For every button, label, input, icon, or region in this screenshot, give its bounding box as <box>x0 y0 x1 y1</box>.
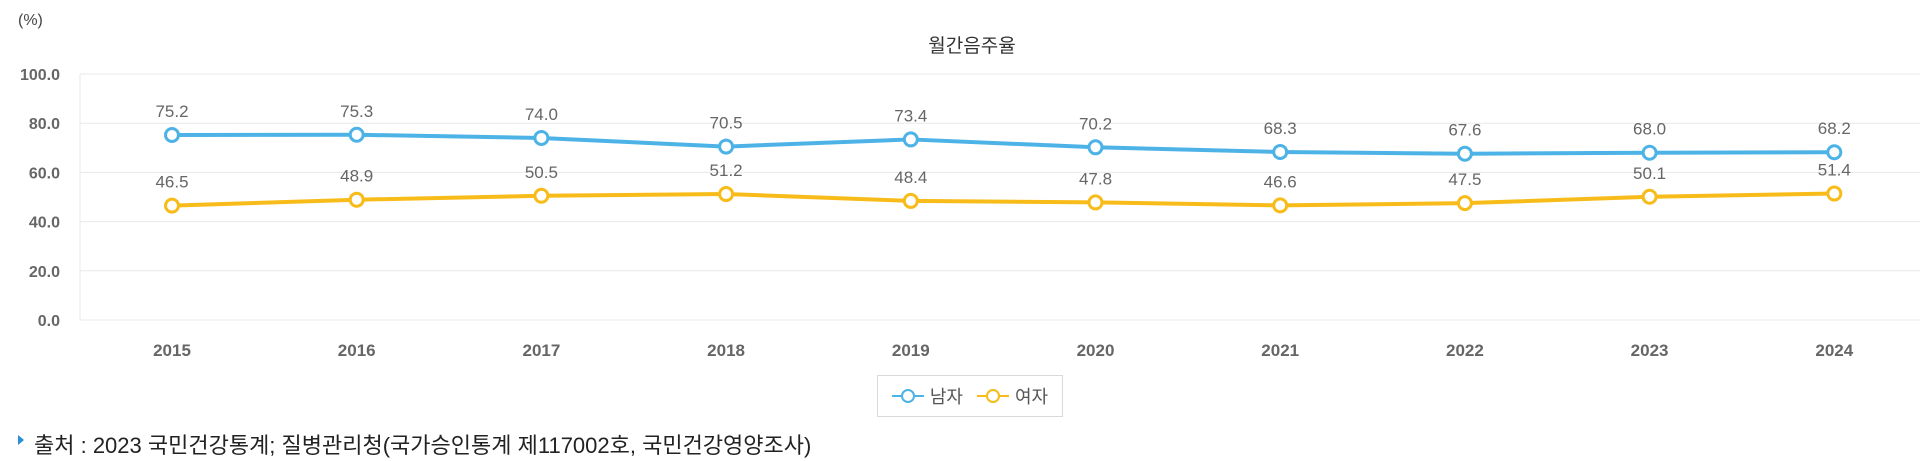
data-point-female <box>533 187 550 204</box>
legend-marker-female <box>977 389 1009 403</box>
data-label-female: 50.5 <box>525 163 558 182</box>
data-point-male <box>348 126 365 143</box>
y-unit-label: (%) <box>18 12 43 29</box>
x-tick-label: 2020 <box>1077 341 1115 360</box>
legend-label-male: 남자 <box>929 387 963 407</box>
data-label-female: 51.2 <box>710 161 743 180</box>
x-tick-label: 2022 <box>1446 341 1484 360</box>
series-line-female <box>170 191 1837 208</box>
data-label-female: 46.5 <box>155 173 188 192</box>
data-label-male: 70.5 <box>710 114 743 133</box>
data-point-female <box>1456 195 1473 212</box>
data-point-male <box>164 127 180 144</box>
x-tick-label: 2023 <box>1631 341 1669 360</box>
x-axis-ticks: 2015 2016 2017 2018 2019 2020 2021 2022 2023 2024 <box>153 341 1854 360</box>
data-point-male <box>1826 144 1843 161</box>
data-point-male <box>1456 145 1473 162</box>
data-point-female <box>1641 188 1658 205</box>
x-tick-label: 2015 <box>153 341 191 360</box>
data-point-female <box>348 191 365 208</box>
data-point-male <box>718 138 735 155</box>
y-tick-label: 0.0 <box>38 313 60 330</box>
data-labels: 75.2 75.3 74.0 70.5 73.4 70.2 68.3 67.6 68.0 68.2… <box>155 102 1850 192</box>
data-label-female: 48.9 <box>340 167 373 186</box>
data-point-female <box>902 192 919 209</box>
data-label-male: 68.0 <box>1633 120 1666 139</box>
data-label-female: 51.4 <box>1818 161 1851 180</box>
x-tick-label: 2017 <box>522 341 560 360</box>
y-tick-label: 100.0 <box>20 67 60 84</box>
y-tick-label: 80.0 <box>29 116 60 133</box>
data-point-male <box>1272 143 1289 160</box>
x-tick-label: 2016 <box>338 341 376 360</box>
data-label-male: 68.3 <box>1264 119 1297 138</box>
data-point-female <box>1272 197 1289 214</box>
y-axis-ticks: 0.0 20.0 40.0 60.0 80.0 100.0 <box>20 67 60 330</box>
x-tick-label: 2024 <box>1815 341 1853 360</box>
data-point-female <box>718 186 735 203</box>
legend-item-male[interactable]: 남자 <box>891 383 963 409</box>
data-label-male: 68.2 <box>1818 119 1851 138</box>
data-label-male: 70.2 <box>1079 114 1112 133</box>
source-text: 출처 : 2023 국민건강통계; 질병관리청(국가승인통계 제117002호,… <box>34 433 812 458</box>
legend: 남자 여자 <box>877 375 1063 417</box>
legend-marker-male <box>891 389 924 403</box>
data-point-male <box>533 129 550 146</box>
data-label-female: 50.1 <box>1633 164 1666 183</box>
y-tick-label: 60.0 <box>29 165 60 182</box>
data-label-male: 75.2 <box>155 102 188 121</box>
bullet-icon <box>18 435 24 445</box>
data-point-male <box>1641 144 1658 161</box>
data-point-female <box>164 197 180 214</box>
data-point-female <box>1087 194 1104 211</box>
y-tick-label: 20.0 <box>29 264 60 281</box>
data-label-female: 46.6 <box>1264 172 1297 191</box>
series-line-male <box>170 132 1837 156</box>
data-point-female <box>1826 185 1843 202</box>
gridlines <box>79 73 1920 321</box>
data-label-male: 67.6 <box>1448 121 1481 140</box>
data-label-female: 47.8 <box>1079 169 1112 188</box>
y-tick-label: 40.0 <box>29 215 60 232</box>
data-label-male: 74.0 <box>525 105 558 124</box>
legend-label-female: 여자 <box>1015 387 1049 407</box>
series-lines <box>164 126 1843 214</box>
data-label-female: 48.4 <box>894 168 927 187</box>
source-note: 출처 : 2023 국민건강통계; 질병관리청(국가승인통계 제117002호,… <box>18 428 811 460</box>
x-tick-label: 2021 <box>1261 341 1299 360</box>
legend-item-female[interactable]: 여자 <box>977 383 1048 409</box>
chart-title: 월간음주율 <box>928 35 1015 57</box>
data-label-female: 47.5 <box>1448 170 1481 189</box>
data-point-male <box>1087 139 1104 156</box>
x-tick-label: 2018 <box>707 341 745 360</box>
data-label-male: 73.4 <box>894 106 927 125</box>
x-tick-label: 2019 <box>892 341 930 360</box>
data-label-male: 75.3 <box>340 102 373 121</box>
data-point-male <box>902 131 919 148</box>
